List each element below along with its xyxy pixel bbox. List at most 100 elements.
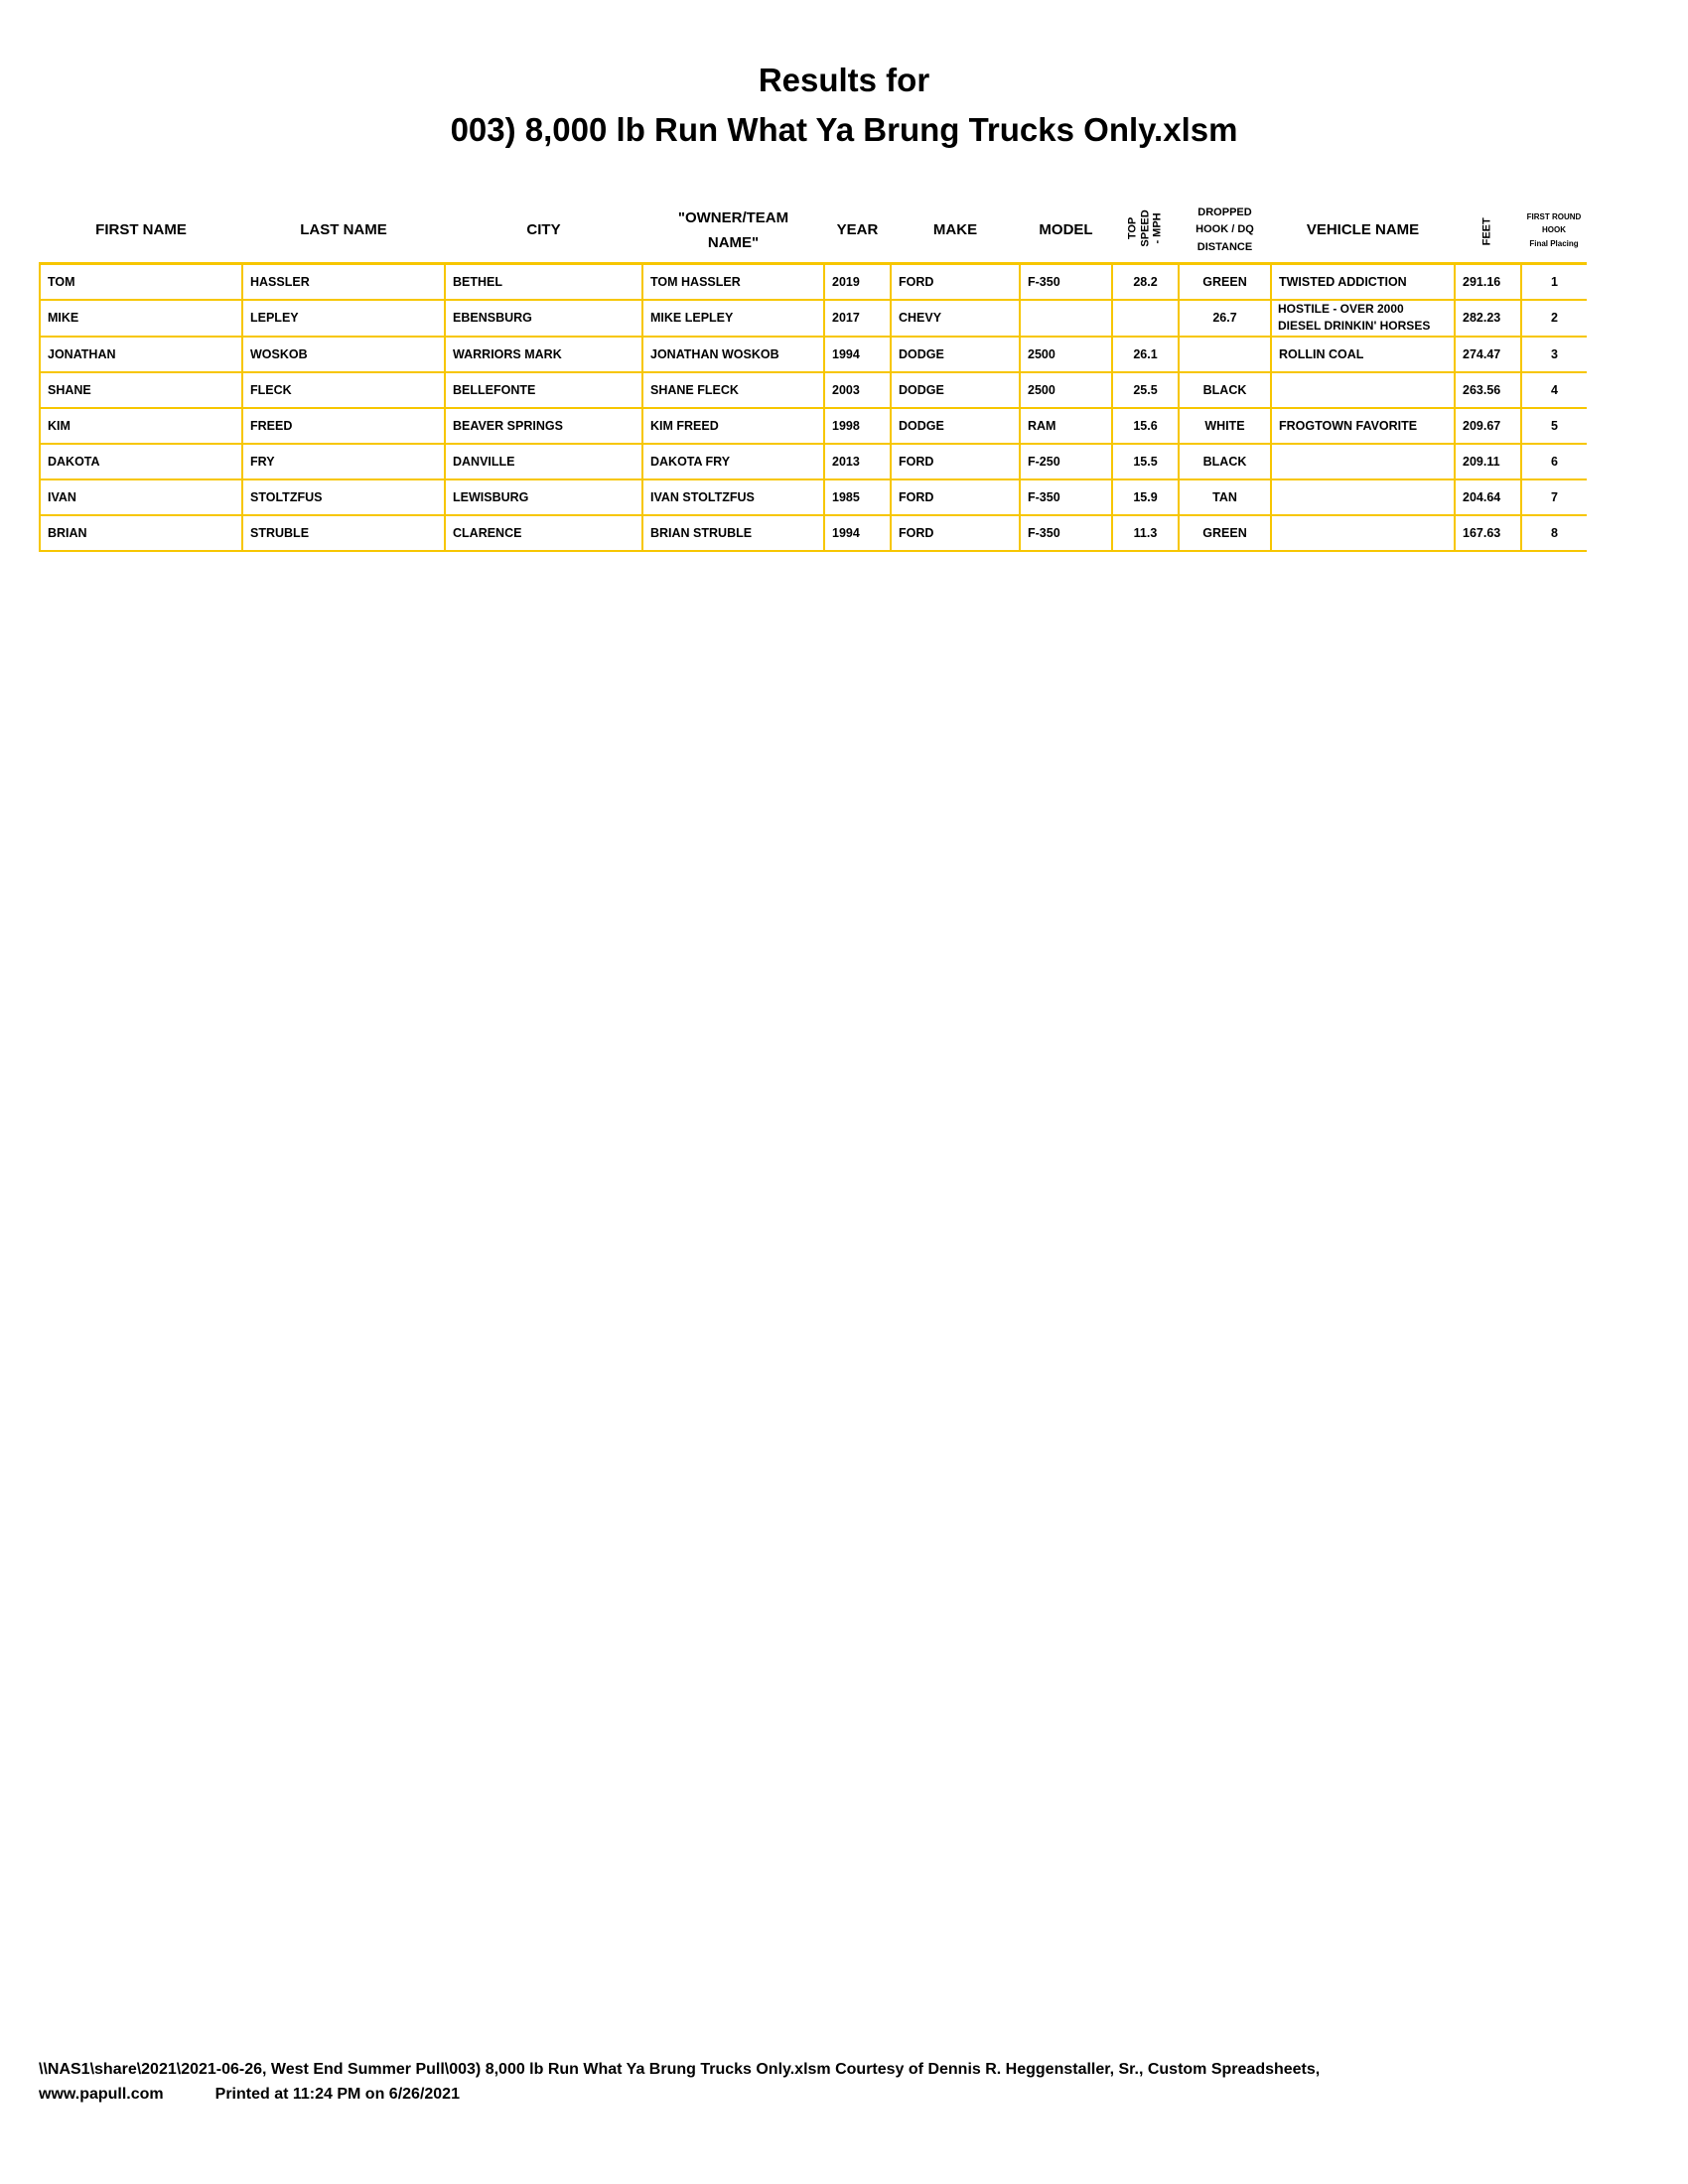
header-first-name: FIRST NAME — [95, 221, 187, 239]
header-owner-line1: "OWNER/TEAM — [677, 208, 789, 226]
cell-city: DANVILLE — [444, 442, 643, 480]
table-row: TOM HASSLER BETHEL TOM HASSLER 2019 FORD F-350… — [39, 262, 1587, 301]
cell-owner: DAKOTA FRY — [641, 442, 825, 480]
header-model: MODEL — [1039, 221, 1093, 239]
cell-dropped: TAN — [1178, 478, 1272, 516]
header-feet-label: FEET — [1481, 217, 1494, 246]
cell-dropped — [1178, 335, 1272, 373]
cell-place: 5 — [1520, 406, 1587, 445]
cell-place: 3 — [1520, 335, 1587, 373]
cell-last: FRY — [241, 442, 446, 480]
header-feet: FEET — [1455, 199, 1521, 264]
header-last-name: LAST NAME — [300, 221, 387, 239]
cell-vehicle: TWISTED ADDICTION — [1270, 262, 1456, 301]
header-owner: "OWNER/TEAM NAME" — [642, 199, 824, 264]
cell-year: 1985 — [823, 478, 892, 516]
cell-dropped: 26.7 — [1178, 299, 1272, 338]
cell-first: MIKE — [39, 299, 243, 338]
cell-place: 1 — [1520, 262, 1587, 301]
table-row: BRIAN STRUBLE CLARENCE BRIAN STRUBLE 1994 FOR… — [39, 513, 1587, 552]
cell-model: F-350 — [1019, 478, 1113, 516]
cell-model: 2500 — [1019, 370, 1113, 409]
cell-model: 2500 — [1019, 335, 1113, 373]
cell-model: F-250 — [1019, 442, 1113, 480]
header-owner-line2: NAME" — [707, 234, 760, 251]
title-line-2: 003) 8,000 lb Run What Ya Brung Trucks O… — [450, 111, 1238, 148]
cell-place: 8 — [1520, 513, 1587, 552]
cell-dropped: GREEN — [1178, 513, 1272, 552]
header-dropped-line1: DROPPED — [1197, 205, 1252, 218]
header-placing-line2: HOOK — [1542, 225, 1566, 235]
cell-make: DODGE — [890, 335, 1021, 373]
title-line-1: Results for — [758, 62, 930, 98]
cell-dropped: WHITE — [1178, 406, 1272, 445]
footer-printed: Printed at 11:24 PM on 6/26/2021 — [214, 2086, 460, 2103]
header-vehicle-name: VEHICLE NAME — [1306, 221, 1420, 239]
cell-first: SHANE — [39, 370, 243, 409]
cell-feet: 209.11 — [1454, 442, 1522, 480]
cell-feet: 274.47 — [1454, 335, 1522, 373]
cell-first: KIM — [39, 406, 243, 445]
cell-make: DODGE — [890, 406, 1021, 445]
cell-owner: KIM FREED — [641, 406, 825, 445]
cell-dropped: BLACK — [1178, 370, 1272, 409]
cell-model: F-350 — [1019, 262, 1113, 301]
cell-last: FREED — [241, 406, 446, 445]
footer: \\NAS1\share\2021\2021-06-26, West End S… — [39, 2057, 1320, 2107]
cell-city: WARRIORS MARK — [444, 335, 643, 373]
cell-city: BEAVER SPRINGS — [444, 406, 643, 445]
cell-make: FORD — [890, 262, 1021, 301]
cell-first: IVAN — [39, 478, 243, 516]
header-dropped: DROPPED HOOK / DQ DISTANCE — [1179, 199, 1271, 264]
header-speed-line1: TOP — [1126, 216, 1139, 239]
cell-last: LEPLEY — [241, 299, 446, 338]
cell-make: FORD — [890, 478, 1021, 516]
cell-speed: 15.5 — [1111, 442, 1180, 480]
cell-city: BELLEFONTE — [444, 370, 643, 409]
cell-year: 2013 — [823, 442, 892, 480]
cell-city: LEWISBURG — [444, 478, 643, 516]
header-year: YEAR — [836, 221, 879, 239]
table-row: MIKE LEPLEY EBENSBURG MIKE LEPLEY 2017 CHEVY 2… — [39, 299, 1587, 338]
cell-feet: 204.64 — [1454, 478, 1522, 516]
cell-owner: SHANE FLECK — [641, 370, 825, 409]
cell-vehicle: FROGTOWN FAVORITE — [1270, 406, 1456, 445]
cell-owner: TOM HASSLER — [641, 262, 825, 301]
cell-dropped: GREEN — [1178, 262, 1272, 301]
header-speed-line3: - MPH — [1151, 211, 1164, 244]
header-speed-line2: SPEED — [1139, 208, 1152, 247]
cell-place: 7 — [1520, 478, 1587, 516]
header-placing-line1: FIRST ROUND — [1526, 211, 1582, 221]
cell-model: RAM — [1019, 406, 1113, 445]
table-row: SHANE FLECK BELLEFONTE SHANE FLECK 2003 DODGE… — [39, 370, 1587, 409]
cell-first: TOM — [39, 262, 243, 301]
cell-vehicle — [1270, 513, 1456, 552]
cell-vehicle: ROLLIN COAL — [1270, 335, 1456, 373]
cell-vehicle: HOSTILE - OVER 2000 DIESEL DRINKIN' HORS… — [1270, 299, 1456, 338]
cell-owner: IVAN STOLTZFUS — [641, 478, 825, 516]
header-city: CITY — [526, 221, 561, 239]
cell-year: 1998 — [823, 406, 892, 445]
cell-feet: 167.63 — [1454, 513, 1522, 552]
cell-year: 2003 — [823, 370, 892, 409]
header-placing: FIRST ROUND HOOK Final Placing — [1521, 199, 1587, 264]
header-row: FIRST NAME LAST NAME CITY "OWNER/TEAM NAM… — [40, 199, 1587, 264]
cell-speed: 25.5 — [1111, 370, 1180, 409]
cell-vehicle — [1270, 478, 1456, 516]
cell-speed: 28.2 — [1111, 262, 1180, 301]
cell-last: HASSLER — [241, 262, 446, 301]
header-dropped-line3: DISTANCE — [1196, 240, 1253, 253]
cell-feet: 263.56 — [1454, 370, 1522, 409]
footer-path: \\NAS1\share\2021\2021-06-26, West End S… — [39, 2061, 1321, 2078]
cell-city: CLARENCE — [444, 513, 643, 552]
cell-make: FORD — [890, 442, 1021, 480]
cell-first: JONATHAN — [39, 335, 243, 373]
cell-year: 2017 — [823, 299, 892, 338]
cell-place: 2 — [1520, 299, 1587, 338]
cell-last: STOLTZFUS — [241, 478, 446, 516]
cell-model: F-350 — [1019, 513, 1113, 552]
cell-model — [1019, 299, 1113, 338]
cell-feet: 209.67 — [1454, 406, 1522, 445]
cell-speed: 15.6 — [1111, 406, 1180, 445]
cell-speed: 15.9 — [1111, 478, 1180, 516]
